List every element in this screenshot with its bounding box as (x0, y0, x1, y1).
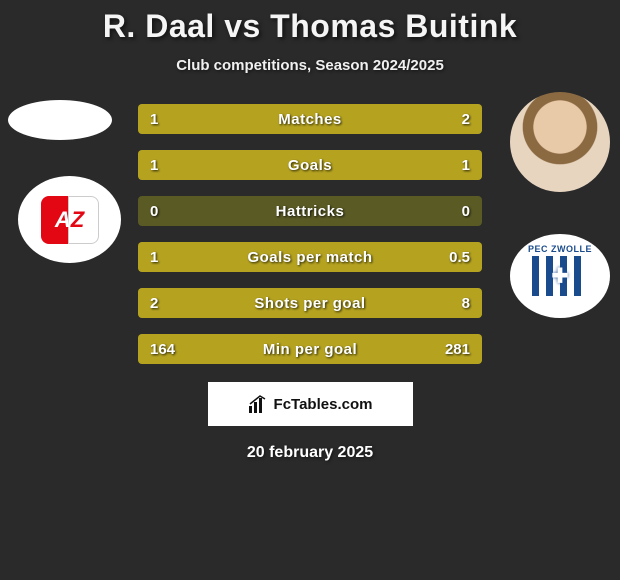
stat-label: Goals (138, 157, 482, 174)
club-left-logo: AZ (18, 176, 121, 263)
stat-row: 00Hattricks (138, 196, 482, 226)
stat-row: 12Matches (138, 104, 482, 134)
chart-area: AZ PEC ZWOLLE ✚ 12Matches 11Goals 00Hattri… (0, 104, 620, 364)
footer-date: 20 february 2025 (0, 444, 620, 462)
brand-text: FcTables.com (274, 396, 373, 413)
stat-bars: 12Matches 11Goals 00Hattricks 10.5Goals per… (138, 104, 482, 364)
pec-logo-icon: PEC ZWOLLE ✚ (525, 244, 595, 308)
player-right-avatar (510, 92, 610, 192)
stat-label: Hattricks (138, 203, 482, 220)
stat-label: Shots per goal (138, 295, 482, 312)
stat-label: Min per goal (138, 341, 482, 358)
stat-row: 164281Min per goal (138, 334, 482, 364)
brand-badge[interactable]: FcTables.com (208, 382, 413, 426)
stat-label: Matches (138, 111, 482, 128)
az-logo-icon: AZ (41, 196, 99, 244)
chart-icon (248, 394, 268, 414)
stat-label: Goals per match (138, 249, 482, 266)
club-right-logo: PEC ZWOLLE ✚ (510, 234, 610, 318)
face-icon (510, 92, 610, 192)
stat-row: 11Goals (138, 150, 482, 180)
page-title: R. Daal vs Thomas Buitink (0, 8, 620, 45)
subtitle: Club competitions, Season 2024/2025 (0, 57, 620, 74)
stat-row: 10.5Goals per match (138, 242, 482, 272)
player-left-avatar (8, 100, 112, 140)
comparison-card: R. Daal vs Thomas Buitink Club competiti… (0, 0, 620, 580)
stat-row: 28Shots per goal (138, 288, 482, 318)
